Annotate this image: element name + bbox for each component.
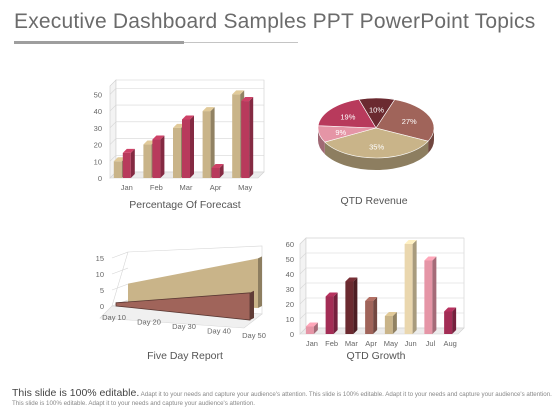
forecast-bar: [202, 107, 215, 178]
pie-slice: [317, 99, 377, 129]
five-day-chart-caption: Five Day Report: [147, 350, 223, 362]
title-underline-thick: [14, 41, 184, 44]
footer-note: This slide is 100% editable. Adapt it to…: [12, 387, 552, 408]
pie-slice-side: [324, 141, 429, 171]
footer-body: Adapt it to your needs and capture your …: [12, 391, 552, 407]
growth-bar: [424, 256, 437, 334]
five-day-x-tick: Day 30: [172, 322, 196, 331]
forecast-chart-caption: Percentage Of Forecast: [129, 199, 241, 211]
forecast-bar: [182, 115, 194, 178]
growth-bar: [345, 277, 358, 334]
forecast-x-tick: May: [238, 183, 252, 192]
forecast-y-tick: 10: [94, 157, 102, 166]
growth-x-tick: Jul: [426, 339, 436, 348]
five-day-area-chart: 0 5 10 15 Day 10 Day 20 Day 30 Day 40 Day 50: [96, 245, 266, 340]
five-day-x-tick: Day 50: [242, 331, 266, 340]
forecast-y-tick: 40: [94, 107, 102, 116]
growth-x-tick: Mar: [345, 339, 358, 348]
pie-slice-side: [428, 128, 434, 154]
five-day-x-tick: Day 20: [137, 318, 161, 327]
five-day-y-tick: 0: [100, 302, 104, 311]
forecast-y-tick: 0: [98, 174, 102, 183]
revenue-pie-chart: 10% 27% 35% 9% 19%: [317, 97, 435, 171]
revenue-chart-caption: QTD Revenue: [340, 195, 408, 207]
growth-y-tick: 50: [286, 255, 294, 264]
pie-slice-label: 10%: [369, 105, 384, 114]
growth-chart-caption: QTD Growth: [346, 350, 406, 362]
growth-y-tick: 20: [286, 300, 294, 309]
five-day-x-tick: Day 10: [102, 313, 126, 322]
forecast-x-tick: Jan: [121, 183, 133, 192]
growth-bar: [404, 240, 417, 334]
growth-x-tick: Jun: [405, 339, 417, 348]
forecast-x-tick: Feb: [150, 183, 163, 192]
pie-slice-side: [318, 128, 325, 155]
forecast-bar: [241, 97, 254, 178]
growth-y-tick: 30: [286, 285, 294, 294]
forecast-y-tick: 50: [94, 90, 102, 99]
five-day-y-tick: 10: [96, 270, 104, 279]
five-day-y-tick: 5: [100, 286, 104, 295]
growth-x-tick: Apr: [365, 339, 377, 348]
five-day-y-tick: 15: [96, 254, 104, 263]
five-day-area-series-2-side: [250, 290, 254, 320]
five-day-area-series-1-side: [258, 256, 262, 308]
five-day-x-tick: Day 40: [207, 327, 231, 336]
forecast-bar-chart: 0 10 20 30 40 50 Jan Feb Mar Apr May: [94, 79, 265, 192]
growth-x-tick: Feb: [325, 339, 338, 348]
growth-y-tick: 10: [286, 315, 294, 324]
forecast-bar: [211, 163, 224, 178]
pie-slice-label: 27%: [402, 117, 417, 126]
pie-slice: [324, 127, 429, 159]
forecast-bar: [122, 148, 135, 178]
growth-y-tick: 60: [286, 240, 294, 249]
footer-lead: This slide is 100% editable.: [12, 387, 140, 399]
growth-bar: [305, 322, 318, 334]
growth-bar: [365, 297, 378, 334]
growth-bar: [444, 307, 457, 334]
growth-bar-chart: 0 10 20 30 40 50 60 Jan Feb Mar Apr May Jun Jul Aug: [286, 237, 465, 348]
growth-y-tick: 40: [286, 270, 294, 279]
forecast-bar: [152, 135, 165, 178]
forecast-x-tick: Mar: [180, 183, 193, 192]
growth-y-tick: 0: [290, 330, 294, 339]
growth-x-tick: Jan: [306, 339, 318, 348]
growth-bar: [325, 292, 338, 334]
slide-title: Executive Dashboard Samples PPT PowerPoi…: [14, 10, 536, 33]
growth-chart-walls: [299, 237, 465, 335]
forecast-y-tick: 20: [94, 141, 102, 150]
pie-slice-label: 35%: [369, 143, 384, 152]
pie-slice-label: 19%: [340, 112, 355, 121]
forecast-y-tick: 30: [94, 124, 102, 133]
title-underline-thin: [184, 42, 298, 43]
pie-slice: [375, 99, 435, 142]
growth-x-tick: Aug: [443, 339, 456, 348]
growth-bar: [384, 312, 397, 334]
forecast-x-tick: Apr: [210, 183, 222, 192]
pie-slice-label: 9%: [335, 128, 346, 137]
growth-x-tick: May: [384, 339, 398, 348]
